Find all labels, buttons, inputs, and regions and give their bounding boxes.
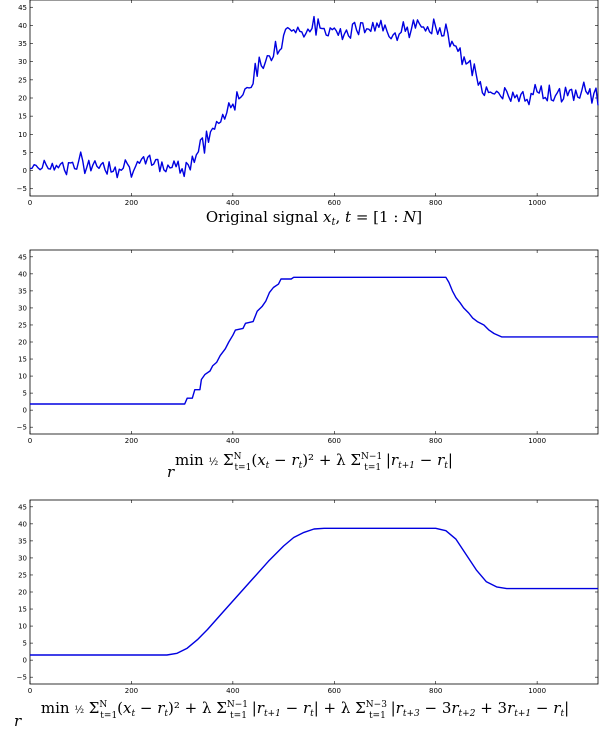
y-tick-label: −5 [17, 424, 27, 432]
y-tick-label: −5 [17, 674, 27, 682]
y-tick-label: 20 [18, 339, 27, 347]
x-tick-label: 200 [125, 687, 138, 695]
y-tick-label: 5 [23, 390, 27, 398]
x-tick-label: 400 [226, 687, 239, 695]
y-tick-label: 15 [18, 113, 27, 121]
y-tick-label: 45 [18, 4, 27, 12]
x-tick-label: 600 [328, 437, 341, 445]
plot-frame [29, 499, 599, 685]
higher-order-line [30, 527, 598, 656]
y-tick-label: 15 [18, 356, 27, 364]
y-tick-label: 35 [18, 40, 27, 48]
y-tick-label: 15 [18, 606, 27, 614]
y-tick-label: 30 [18, 554, 27, 562]
y-tick-label: 35 [18, 287, 27, 295]
x-tick-label: 0 [28, 687, 32, 695]
x-tick-label: 200 [125, 437, 138, 445]
x-tick-label: 800 [429, 687, 442, 695]
y-tick-label: 0 [23, 167, 27, 175]
y-tick-label: 25 [18, 76, 27, 84]
y-tick-label: 35 [18, 537, 27, 545]
y-tick-label: 30 [18, 304, 27, 312]
x-tick-label: 400 [226, 199, 239, 207]
y-tick-label: 45 [18, 503, 27, 511]
caption-min-subscript: r [167, 463, 175, 481]
x-tick-label: 600 [328, 687, 341, 695]
y-tick-label: 20 [18, 589, 27, 597]
y-tick-label: 0 [23, 407, 27, 415]
y-tick-label: 25 [18, 321, 27, 329]
x-tick-label: 800 [429, 437, 442, 445]
x-tick-label: 1000 [528, 199, 546, 207]
y-tick-label: 30 [18, 58, 27, 66]
y-tick-label: −5 [17, 185, 27, 193]
x-tick-label: 600 [328, 199, 341, 207]
x-tick-label: 400 [226, 437, 239, 445]
caption-original-signal: Original signal xt, t = [1 : N] [206, 208, 422, 228]
tv-line [30, 276, 598, 405]
y-tick-label: 20 [18, 95, 27, 103]
x-tick-label: 800 [429, 199, 442, 207]
y-tick-label: 5 [23, 149, 27, 157]
y-tick-label: 25 [18, 571, 27, 579]
y-tick-label: 10 [18, 623, 27, 631]
y-tick-label: 40 [18, 520, 27, 528]
x-tick-label: 0 [28, 437, 32, 445]
x-tick-label: 0 [28, 199, 32, 207]
y-tick-label: 10 [18, 373, 27, 381]
x-tick-label: 1000 [528, 687, 546, 695]
y-tick-label: 40 [18, 22, 27, 30]
x-tick-label: 200 [125, 199, 138, 207]
caption-higher-order-objective: min ½ ΣN t=1(xt − rt)² + λ ΣN−1 t=1 |rt+1 … [41, 699, 569, 721]
signal-line [29, 15, 599, 179]
y-tick-label: 0 [23, 657, 27, 665]
x-tick-label: 1000 [528, 437, 546, 445]
y-tick-label: 10 [18, 131, 27, 139]
caption-min-subscript: r [14, 712, 22, 730]
y-tick-label: 40 [18, 270, 27, 278]
caption-tv-objective: min ½ ΣN t=1(xt − rt)² + λ ΣN−1 t=1 |rt+1 … [175, 451, 453, 473]
y-tick-label: 45 [18, 253, 27, 261]
y-tick-label: 5 [23, 640, 27, 648]
